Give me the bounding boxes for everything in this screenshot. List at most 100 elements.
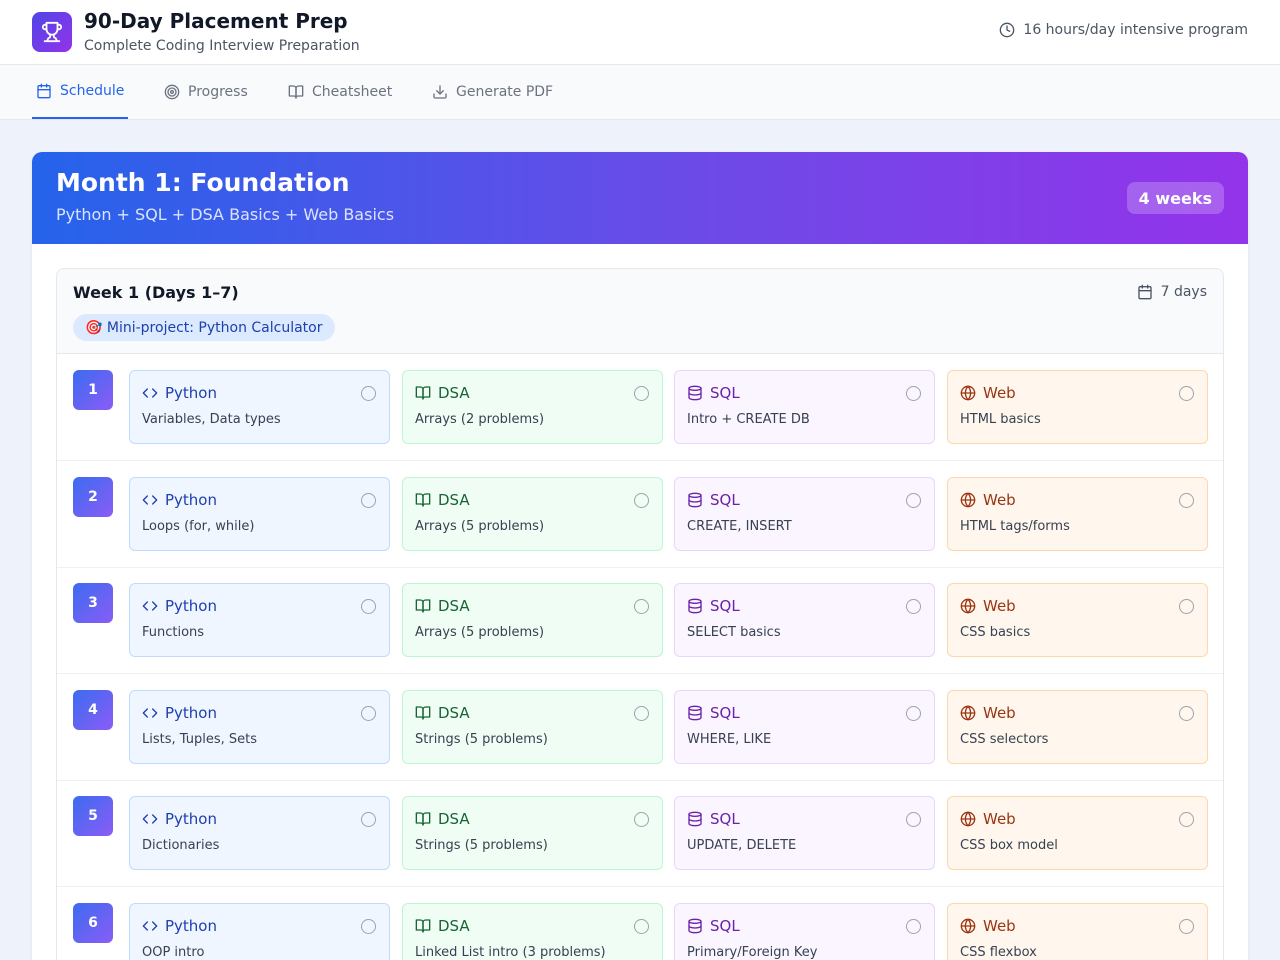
week-days-info: 7 days <box>1137 284 1207 300</box>
task-checkbox[interactable] <box>1179 919 1194 934</box>
database-icon <box>687 705 703 721</box>
task-subject: Python <box>142 917 217 935</box>
task-checkbox[interactable] <box>906 492 921 508</box>
day-row: 4 Python Lists, Tuples, Sets DSA Strings (… <box>57 674 1223 781</box>
app-header: 90-Day Placement Prep Complete Coding In… <box>0 0 1280 65</box>
task-checkbox[interactable] <box>634 492 649 508</box>
task-checkbox[interactable] <box>906 599 921 615</box>
day-row: 6 Python OOP intro DSA Linked List intro (… <box>57 887 1223 960</box>
task-subject-label: Web <box>983 490 1016 509</box>
task-card-dsa[interactable]: DSA Linked List intro (3 problems) <box>402 903 663 960</box>
task-checkbox[interactable] <box>1179 492 1194 508</box>
task-subject-label: Python <box>165 597 217 616</box>
task-subject-label: Python <box>165 384 217 402</box>
tab-schedule[interactable]: Schedule <box>32 65 129 119</box>
book-open-icon <box>415 918 431 934</box>
day-row: 2 Python Loops (for, while) DSA Arrays (5 … <box>57 461 1223 568</box>
book-open-icon <box>415 811 431 827</box>
tab-label: Cheatsheet <box>312 84 393 100</box>
task-description: Arrays (2 problems) <box>415 412 545 427</box>
day-row: 1 Python Variables, Data types DSA Arrays … <box>57 354 1223 461</box>
task-description: Loops (for, while) <box>142 518 255 534</box>
task-card-sql[interactable]: SQL SELECT basics <box>674 583 935 658</box>
task-subject-label: DSA <box>438 490 470 509</box>
task-subject: Python <box>142 384 217 402</box>
book-open-icon <box>415 385 431 401</box>
task-card-web[interactable]: Web CSS selectors <box>947 689 1208 764</box>
task-checkbox[interactable] <box>361 919 376 934</box>
task-subject-label: Python <box>165 810 217 829</box>
task-checkbox[interactable] <box>634 386 649 401</box>
trophy-icon <box>32 12 72 52</box>
task-card-web[interactable]: Web CSS box model <box>947 796 1208 871</box>
task-card-sql[interactable]: SQL CREATE, INSERT <box>674 476 935 551</box>
task-card-web[interactable]: Web CSS basics <box>947 583 1208 658</box>
task-checkbox[interactable] <box>361 812 376 828</box>
task-checkbox[interactable] <box>634 919 649 934</box>
task-checkbox[interactable] <box>361 492 376 508</box>
task-card-dsa[interactable]: DSA Arrays (5 problems) <box>402 476 663 551</box>
task-checkbox[interactable] <box>906 812 921 828</box>
task-checkbox[interactable] <box>906 386 921 401</box>
task-card-dsa[interactable]: DSA Arrays (5 problems) <box>402 583 663 658</box>
task-description: Primary/Foreign Key <box>687 945 818 960</box>
task-card-dsa[interactable]: DSA Arrays (2 problems) <box>402 370 663 444</box>
task-subject-label: DSA <box>438 810 470 829</box>
task-description: Arrays (5 problems) <box>415 625 545 641</box>
tab-cheatsheet[interactable]: Cheatsheet <box>288 65 392 119</box>
code-icon <box>142 918 158 934</box>
globe-icon <box>960 598 976 614</box>
month-header: Month 1: Foundation Python + SQL + DSA B… <box>32 152 1248 244</box>
task-subject: Web <box>960 810 1016 828</box>
task-card-dsa[interactable]: DSA Strings (5 problems) <box>402 796 663 871</box>
task-card-dsa[interactable]: DSA Strings (5 problems) <box>402 689 663 764</box>
month-card: Month 1: Foundation Python + SQL + DSA B… <box>32 152 1248 960</box>
task-card-sql[interactable]: SQL Intro + CREATE DB <box>674 370 935 444</box>
task-subject-label: SQL <box>710 917 740 935</box>
task-card-sql[interactable]: SQL Primary/Foreign Key <box>674 903 935 960</box>
task-subject: Python <box>142 704 217 722</box>
task-card-web[interactable]: Web HTML basics <box>947 370 1208 444</box>
task-checkbox[interactable] <box>1179 386 1194 401</box>
task-card-python[interactable]: Python Functions <box>129 583 390 658</box>
task-subject: Web <box>960 597 1016 615</box>
globe-icon <box>960 705 976 721</box>
task-subject: DSA <box>415 917 470 935</box>
task-checkbox[interactable] <box>906 919 921 934</box>
task-card-python[interactable]: Python OOP intro <box>129 903 390 960</box>
tab-progress[interactable]: Progress <box>164 65 248 119</box>
target-icon <box>164 84 180 100</box>
task-checkbox[interactable] <box>1179 705 1194 721</box>
task-subject-label: SQL <box>710 490 740 509</box>
task-checkbox[interactable] <box>361 599 376 615</box>
tab-generate-pdf[interactable]: Generate PDF <box>432 65 553 119</box>
task-subject: Web <box>960 917 1016 935</box>
task-card-web[interactable]: Web CSS flexbox <box>947 903 1208 960</box>
book-open-icon <box>415 598 431 614</box>
task-checkbox[interactable] <box>361 705 376 721</box>
task-checkbox[interactable] <box>1179 812 1194 828</box>
task-checkbox[interactable] <box>634 705 649 721</box>
day-number-badge: 6 <box>73 903 113 943</box>
task-card-python[interactable]: Python Dictionaries <box>129 796 390 871</box>
globe-icon <box>960 811 976 827</box>
task-card-python[interactable]: Python Loops (for, while) <box>129 476 390 551</box>
task-card-sql[interactable]: SQL UPDATE, DELETE <box>674 796 935 871</box>
task-checkbox[interactable] <box>634 812 649 828</box>
hours-info: 16 hours/day intensive program <box>999 22 1248 38</box>
task-description: WHERE, LIKE <box>687 731 772 747</box>
task-description: CSS box model <box>960 838 1058 854</box>
task-checkbox[interactable] <box>634 599 649 615</box>
task-subject: SQL <box>687 597 740 615</box>
task-checkbox[interactable] <box>906 705 921 721</box>
task-checkbox[interactable] <box>1179 599 1194 615</box>
task-checkbox[interactable] <box>361 386 376 401</box>
task-card-python[interactable]: Python Variables, Data types <box>129 370 390 444</box>
day-row: 3 Python Functions DSA Arrays (5 problems)… <box>57 567 1223 675</box>
code-icon <box>142 705 158 721</box>
task-card-sql[interactable]: SQL WHERE, LIKE <box>674 689 935 764</box>
task-card-web[interactable]: Web HTML tags/forms <box>947 476 1208 551</box>
task-subject: SQL <box>687 810 740 828</box>
task-card-python[interactable]: Python Lists, Tuples, Sets <box>129 689 390 764</box>
tab-label: Schedule <box>60 83 125 99</box>
